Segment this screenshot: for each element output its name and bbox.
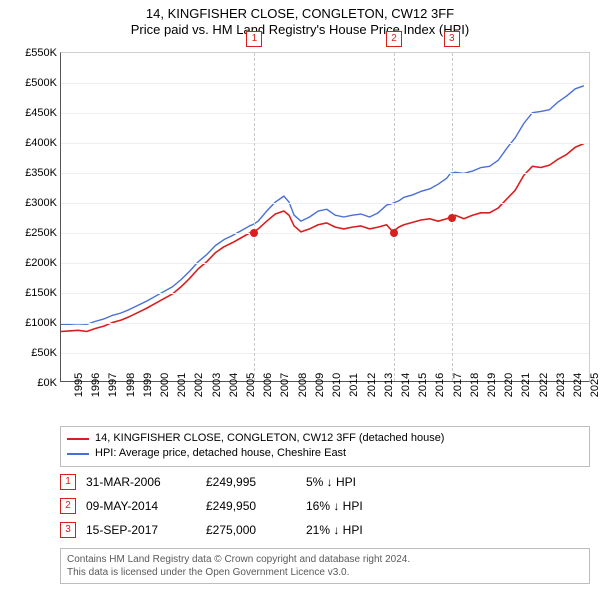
event-price: £249,995 bbox=[206, 475, 296, 489]
event-badge: 3 bbox=[60, 522, 76, 538]
gridline bbox=[61, 83, 589, 84]
event-badge: 2 bbox=[60, 498, 76, 514]
marker-line bbox=[394, 53, 395, 381]
y-axis-label: £50K bbox=[31, 347, 57, 359]
y-axis-label: £100K bbox=[25, 317, 57, 329]
series-line-hpi bbox=[61, 86, 584, 325]
marker-line bbox=[254, 53, 255, 381]
legend-label-hpi: HPI: Average price, detached house, Ches… bbox=[95, 446, 346, 461]
marker-badge: 3 bbox=[444, 31, 460, 47]
legend-label-property: 14, KINGFISHER CLOSE, CONGLETON, CW12 3F… bbox=[95, 431, 444, 446]
legend-swatch-property bbox=[67, 438, 89, 440]
gridline bbox=[61, 143, 589, 144]
event-date: 31-MAR-2006 bbox=[86, 475, 196, 489]
marker-dot bbox=[390, 229, 398, 237]
footer-box: Contains HM Land Registry data © Crown c… bbox=[60, 548, 590, 584]
marker-badge: 1 bbox=[246, 31, 262, 47]
chart-title-block: 14, KINGFISHER CLOSE, CONGLETON, CW12 3F… bbox=[0, 0, 600, 39]
gridline bbox=[61, 233, 589, 234]
event-price: £275,000 bbox=[206, 523, 296, 537]
marker-dot bbox=[448, 214, 456, 222]
y-axis-label: £500K bbox=[25, 77, 57, 89]
chart-title-line2: Price paid vs. HM Land Registry's House … bbox=[0, 22, 600, 38]
chart-plot-area: £0K£50K£100K£150K£200K£250K£300K£350K£40… bbox=[60, 52, 590, 382]
y-axis-label: £350K bbox=[25, 167, 57, 179]
y-axis-label: £0K bbox=[37, 377, 57, 389]
event-row: 1 31-MAR-2006 £249,995 5% ↓ HPI bbox=[60, 470, 590, 494]
gridline bbox=[61, 203, 589, 204]
y-axis-label: £450K bbox=[25, 107, 57, 119]
gridline bbox=[61, 263, 589, 264]
marker-badge: 2 bbox=[386, 31, 402, 47]
event-diff: 21% ↓ HPI bbox=[306, 523, 590, 537]
footer-line1: Contains HM Land Registry data © Crown c… bbox=[67, 553, 583, 566]
legend-box: 14, KINGFISHER CLOSE, CONGLETON, CW12 3F… bbox=[60, 426, 590, 467]
event-date: 15-SEP-2017 bbox=[86, 523, 196, 537]
event-diff: 5% ↓ HPI bbox=[306, 475, 590, 489]
event-badge: 1 bbox=[60, 474, 76, 490]
legend-swatch-hpi bbox=[67, 453, 89, 455]
y-axis-label: £300K bbox=[25, 197, 57, 209]
event-row: 2 09-MAY-2014 £249,950 16% ↓ HPI bbox=[60, 494, 590, 518]
event-date: 09-MAY-2014 bbox=[86, 499, 196, 513]
y-axis-label: £550K bbox=[25, 47, 57, 59]
footer-line2: This data is licensed under the Open Gov… bbox=[67, 566, 583, 579]
x-axis-label: 2025 bbox=[577, 373, 600, 397]
event-diff: 16% ↓ HPI bbox=[306, 499, 590, 513]
chart-svg bbox=[61, 53, 589, 381]
series-line-property bbox=[61, 144, 584, 332]
events-table: 1 31-MAR-2006 £249,995 5% ↓ HPI 2 09-MAY… bbox=[60, 470, 590, 542]
gridline bbox=[61, 113, 589, 114]
y-axis-label: £400K bbox=[25, 137, 57, 149]
legend-row: HPI: Average price, detached house, Ches… bbox=[67, 446, 583, 461]
event-row: 3 15-SEP-2017 £275,000 21% ↓ HPI bbox=[60, 518, 590, 542]
gridline bbox=[61, 173, 589, 174]
marker-dot bbox=[250, 229, 258, 237]
gridline bbox=[61, 323, 589, 324]
gridline bbox=[61, 293, 589, 294]
legend-row: 14, KINGFISHER CLOSE, CONGLETON, CW12 3F… bbox=[67, 431, 583, 446]
event-price: £249,950 bbox=[206, 499, 296, 513]
chart-title-line1: 14, KINGFISHER CLOSE, CONGLETON, CW12 3F… bbox=[0, 6, 600, 22]
gridline bbox=[61, 353, 589, 354]
y-axis-label: £250K bbox=[25, 227, 57, 239]
y-axis-label: £150K bbox=[25, 287, 57, 299]
y-axis-label: £200K bbox=[25, 257, 57, 269]
